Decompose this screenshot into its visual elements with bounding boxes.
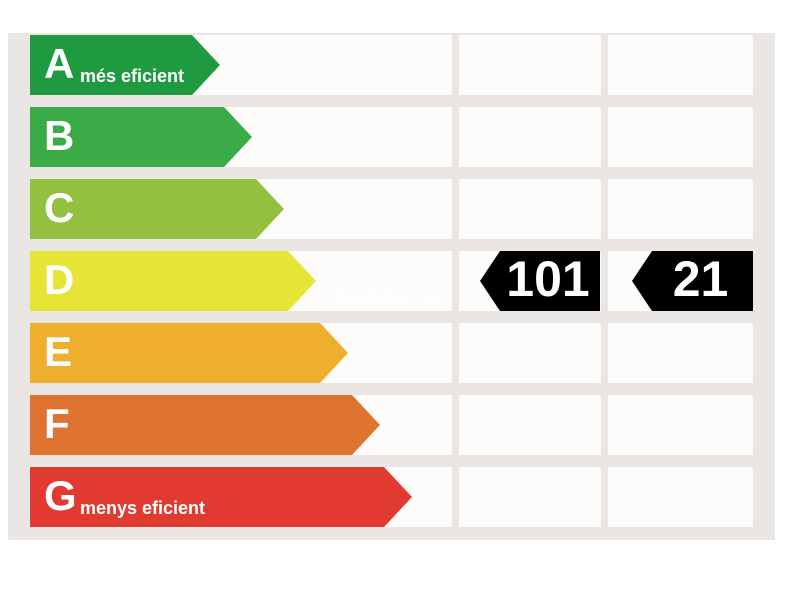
cell (608, 179, 753, 239)
cell (459, 107, 601, 167)
class-arrow (30, 323, 348, 383)
cell (608, 323, 753, 383)
cell (459, 35, 601, 95)
cell (608, 107, 753, 167)
class-letter: A (44, 40, 74, 87)
class-arrow (30, 107, 252, 167)
cell (459, 395, 601, 455)
class-letter: F (44, 400, 70, 447)
indicator-tag (632, 251, 753, 311)
class-arrow (30, 179, 284, 239)
class-letter: B (44, 112, 74, 159)
class-arrow (30, 395, 380, 455)
cell (608, 395, 753, 455)
indicator-value: 21 (673, 251, 729, 307)
cell (459, 179, 601, 239)
class-arrow (30, 467, 412, 527)
cell (608, 467, 753, 527)
cell (459, 323, 601, 383)
class-letter: G (44, 472, 77, 519)
class-note: menys eficient (80, 498, 205, 518)
indicator-value: 101 (506, 251, 589, 307)
class-letter: D (44, 256, 74, 303)
class-note: més eficient (80, 66, 184, 86)
cell (459, 467, 601, 527)
cell (608, 35, 753, 95)
class-arrow (30, 35, 220, 95)
class-letter: E (44, 328, 72, 375)
indicator-tag (480, 251, 600, 311)
class-arrow (30, 251, 316, 311)
class-letter: C (44, 184, 74, 231)
watermark: habitaclia (339, 284, 441, 309)
